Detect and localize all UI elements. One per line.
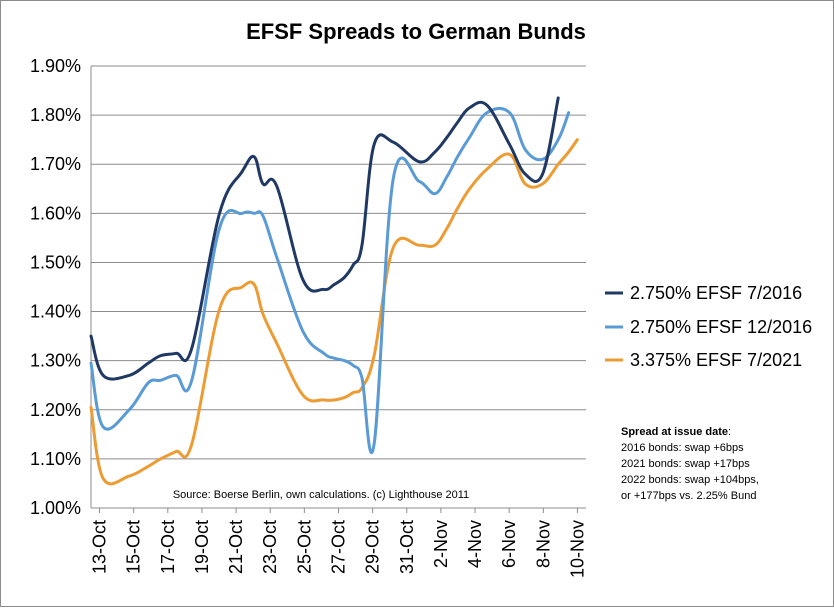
annotation-line-2: 2021 bonds: swap +17bps <box>621 458 750 470</box>
x-tick-label: 17-Oct <box>158 520 178 574</box>
x-tick-label: 10-Nov <box>567 520 587 578</box>
y-tick-label: 1.40% <box>30 302 81 322</box>
x-axis-ticks: 13-Oct 15-Oct 17-Oct 19-Oct 21-Oct 23-Oct 25-O… <box>90 508 587 578</box>
issue-annotation: Spread at issue date: 2016 bonds: swap +… <box>621 426 759 502</box>
y-tick-label: 1.20% <box>30 400 81 420</box>
x-tick-label: 19-Oct <box>192 520 212 574</box>
y-tick-label: 1.70% <box>30 154 81 174</box>
annotation-line-1: 2016 bonds: swap +6bps <box>621 442 744 454</box>
annotation-title: Spread at issue date: <box>621 426 731 438</box>
legend: 2.750% EFSF 7/2016 2.750% EFSF 12/2016 3.3… <box>605 283 812 370</box>
source-note: Source: Boerse Berlin, own calculations.… <box>173 489 469 501</box>
annotation-title-suffix: : <box>728 426 731 438</box>
x-tick-label: 6-Nov <box>499 520 519 568</box>
series-line <box>89 107 571 455</box>
series-lines <box>89 96 579 486</box>
x-tick-label: 15-Oct <box>124 520 144 574</box>
x-tick-label: 29-Oct <box>363 520 383 574</box>
legend-label: 3.375% EFSF 7/2021 <box>630 350 802 370</box>
x-tick-label: 27-Oct <box>329 520 349 574</box>
x-tick-label: 21-Oct <box>226 520 246 574</box>
x-tick-label: 25-Oct <box>294 520 314 574</box>
series-line <box>89 138 579 486</box>
x-tick-label: 8-Nov <box>533 520 553 568</box>
x-tick-label: 13-Oct <box>90 520 110 574</box>
chart-title: EFSF Spreads to German Bunds <box>246 19 586 44</box>
y-tick-label: 1.00% <box>30 498 81 518</box>
annotation-line-4: or +177bps vs. 2.25% Bund <box>621 490 756 502</box>
x-tick-label: 4-Nov <box>465 520 485 568</box>
y-axis-ticks: 1.00% 1.10% 1.20% 1.30% 1.40% 1.50% 1.60% 1.70%… <box>30 56 81 518</box>
y-tick-label: 1.50% <box>30 252 81 272</box>
legend-label: 2.750% EFSF 7/2016 <box>630 283 802 303</box>
source-text: Source: Boerse Berlin, own calculations.… <box>173 489 469 501</box>
y-tick-label: 1.60% <box>30 203 81 223</box>
series-line <box>89 96 560 381</box>
y-tick-label: 1.90% <box>30 56 81 76</box>
annotation-title-text: Spread at issue date <box>621 426 728 438</box>
chart-title-group: EFSF Spreads to German Bunds <box>246 19 586 44</box>
y-tick-label: 1.10% <box>30 449 81 469</box>
gridlines <box>91 65 586 509</box>
legend-label: 2.750% EFSF 12/2016 <box>630 317 812 337</box>
annotation-line-3: 2022 bonds: swap +104bps, <box>621 474 759 486</box>
x-tick-label: 23-Oct <box>260 520 280 574</box>
y-tick-label: 1.80% <box>30 105 81 125</box>
x-tick-label: 31-Oct <box>397 520 417 574</box>
y-tick-label: 1.30% <box>30 351 81 371</box>
axes <box>90 66 586 509</box>
x-tick-label: 2-Nov <box>431 520 451 568</box>
